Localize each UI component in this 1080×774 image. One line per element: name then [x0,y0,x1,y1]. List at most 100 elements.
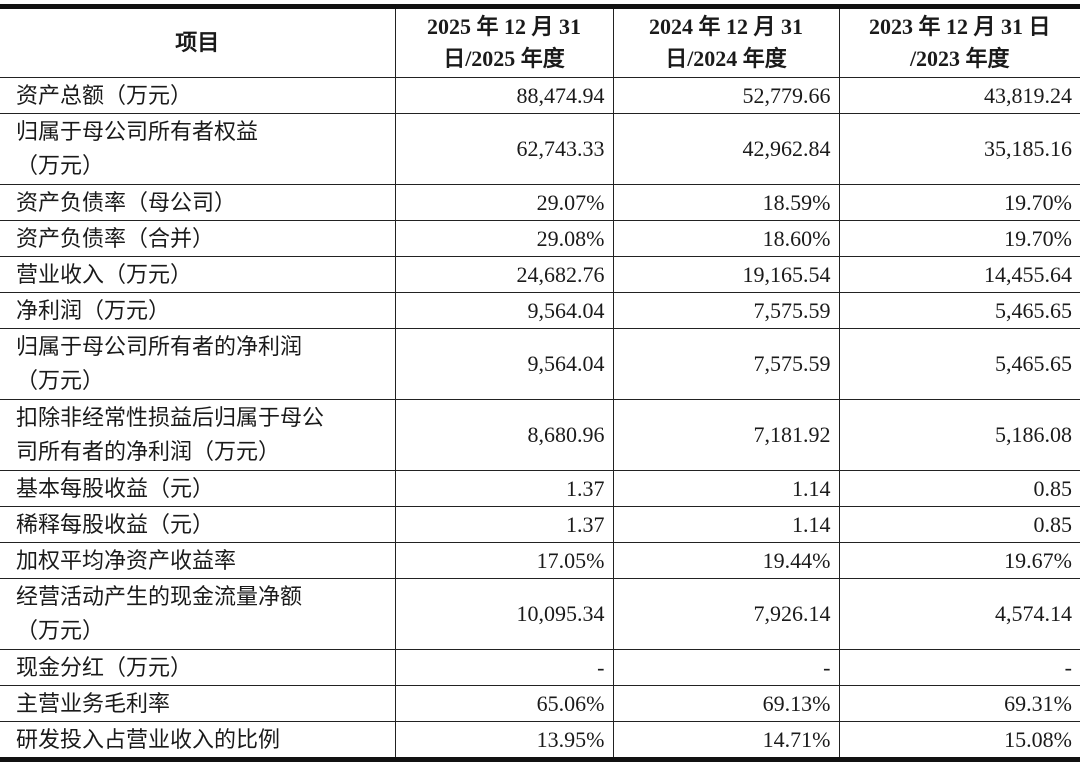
row-label-line: （万元） [16,618,105,643]
header-line: 日/2025 年度 [443,46,565,71]
header-line: 项目 [175,30,220,55]
row-label-line: 资产负债率（母公司） [16,189,237,215]
table-row: 主营业务毛利率 65.06% 69.13% 69.31% [0,685,1080,722]
cell-value: 69.13% [612,685,840,722]
table-row: 资产负债率（母公司） 29.07% 18.59% 19.70% [0,184,1080,221]
cell-value: 29.07% [394,184,614,221]
cell-value: 1.14 [612,470,840,507]
table-row: 归属于母公司所有者的净利润 （万元） 9,564.04 7,575.59 5,465.6… [0,328,1080,400]
header-item: 项目 [0,6,396,78]
cell-value: 4,574.14 [838,578,1080,650]
cell-value: 10,095.34 [394,578,614,650]
header-period-2: 2024 年 12 月 31 日/2024 年度 [612,6,840,78]
row-label-line: 主营业务毛利率 [16,690,171,716]
cell-value: 24,682.76 [394,256,614,293]
row-label-line: 基本每股收益（元） [16,475,215,501]
row-label-line: 净利润（万元） [16,297,171,323]
table-row: 扣除非经常性损益后归属于母公 司所有者的净利润（万元） 8,680.96 7,181.… [0,399,1080,471]
header-line: 日/2024 年度 [665,46,787,71]
cell-value: 52,779.66 [612,77,840,114]
table-row: 资产负债率（合并） 29.08% 18.60% 19.70% [0,220,1080,257]
financial-indicators-table: 项目 2025 年 12 月 31 日/2025 年度 2024 年 12 月 31 日… [0,4,1080,762]
cell-value: 9,564.04 [394,328,614,400]
header-line: 2024 年 12 月 31 [648,14,803,39]
table-row: 稀释每股收益（元） 1.37 1.14 0.85 [0,506,1080,543]
row-label: 归属于母公司所有者的净利润 （万元） [0,328,396,400]
row-label: 加权平均净资产收益率 [0,542,396,579]
row-label: 资产总额（万元） [0,77,396,114]
row-label: 现金分红（万元） [0,649,396,686]
row-label: 扣除非经常性损益后归属于母公 司所有者的净利润（万元） [0,399,396,471]
row-label-line: 研发投入占营业收入的比例 [16,726,281,752]
row-label-line: （万元） [16,153,105,178]
row-label-line: 经营活动产生的现金流量净额 [16,584,303,609]
row-label: 经营活动产生的现金流量净额 （万元） [0,578,396,650]
cell-value: 43,819.24 [838,77,1080,114]
row-label: 主营业务毛利率 [0,685,396,722]
cell-value: 29.08% [394,220,614,257]
cell-value: 19.70% [838,220,1080,257]
cell-value: 8,680.96 [394,399,614,471]
table-row: 经营活动产生的现金流量净额 （万元） 10,095.34 7,926.14 4,574.… [0,578,1080,650]
cell-value: 15.08% [838,721,1080,760]
cell-value: 19.44% [612,542,840,579]
cell-value: - [612,649,840,686]
cell-value: 0.85 [838,506,1080,543]
row-label-line: 现金分红（万元） [16,654,193,680]
cell-value: 1.14 [612,506,840,543]
row-label: 基本每股收益（元） [0,470,396,507]
cell-value: 62,743.33 [394,113,614,185]
row-label-line: 营业收入（万元） [16,261,193,287]
cell-value: 5,465.65 [838,292,1080,329]
cell-value: 88,474.94 [394,77,614,114]
row-label-line: 加权平均净资产收益率 [16,547,237,573]
header-line: /2023 年度 [909,46,1010,71]
cell-value: 35,185.16 [838,113,1080,185]
row-label-line: 司所有者的净利润（万元） [16,439,281,464]
cell-value: 42,962.84 [612,113,840,185]
table-row: 研发投入占营业收入的比例 13.95% 14.71% 15.08% [0,721,1080,760]
cell-value: - [838,649,1080,686]
cell-value: 1.37 [394,470,614,507]
cell-value: 9,564.04 [394,292,614,329]
row-label-line: 稀释每股收益（元） [16,511,215,537]
row-label-line: 归属于母公司所有者的净利润 [16,334,303,359]
row-label: 营业收入（万元） [0,256,396,293]
cell-value: 18.59% [612,184,840,221]
cell-value: 0.85 [838,470,1080,507]
table-header-row: 项目 2025 年 12 月 31 日/2025 年度 2024 年 12 月 31 日… [0,6,1080,78]
row-label-line: 扣除非经常性损益后归属于母公 [16,405,325,430]
table-row: 基本每股收益（元） 1.37 1.14 0.85 [0,470,1080,507]
header-period-1: 2025 年 12 月 31 日/2025 年度 [394,6,614,78]
row-label-line: 资产总额（万元） [16,82,193,108]
table-row: 净利润（万元） 9,564.04 7,575.59 5,465.65 [0,292,1080,329]
row-label-line: 资产负债率（合并） [16,225,215,251]
cell-value: 7,575.59 [612,292,840,329]
row-label: 净利润（万元） [0,292,396,329]
cell-value: 14.71% [612,721,840,760]
cell-value: 19.70% [838,184,1080,221]
cell-value: 13.95% [394,721,614,760]
table-row: 营业收入（万元） 24,682.76 19,165.54 14,455.64 [0,256,1080,293]
table-row: 归属于母公司所有者权益 （万元） 62,743.33 42,962.84 35,185.… [0,113,1080,185]
cell-value: 19,165.54 [612,256,840,293]
cell-value: 19.67% [838,542,1080,579]
cell-value: 7,575.59 [612,328,840,400]
cell-value: 65.06% [394,685,614,722]
cell-value: 17.05% [394,542,614,579]
row-label: 资产负债率（母公司） [0,184,396,221]
row-label: 归属于母公司所有者权益 （万元） [0,113,396,185]
row-label: 资产负债率（合并） [0,220,396,257]
cell-value: 7,181.92 [612,399,840,471]
table-row: 加权平均净资产收益率 17.05% 19.44% 19.67% [0,542,1080,579]
header-line: 2025 年 12 月 31 [426,14,581,39]
header-period-3: 2023 年 12 月 31 日/2023 年度 [838,6,1080,78]
cell-value: 1.37 [394,506,614,543]
header-line: 2023 年 12 月 31 日 [868,14,1051,39]
row-label-line: 归属于母公司所有者权益 [16,119,259,144]
table-row: 现金分红（万元） - - - [0,649,1080,686]
cell-value: 18.60% [612,220,840,257]
row-label: 稀释每股收益（元） [0,506,396,543]
row-label-line: （万元） [16,368,105,393]
cell-value: 5,186.08 [838,399,1080,471]
